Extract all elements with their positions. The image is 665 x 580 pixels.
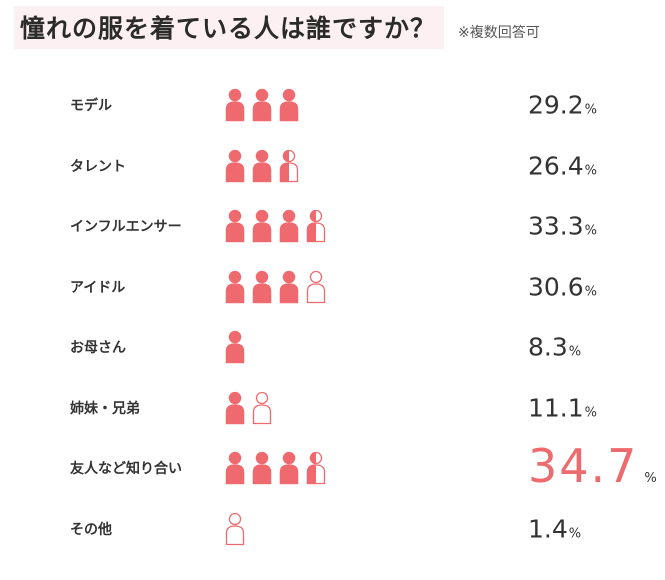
value-label: 8.3% <box>528 333 581 362</box>
icon-group <box>224 87 305 123</box>
person-icon <box>252 209 272 243</box>
person-icon <box>252 270 272 303</box>
icon-group <box>224 148 305 184</box>
value-unit: % <box>584 102 598 118</box>
person-icon <box>306 209 326 243</box>
category-label: インフルエンサー <box>70 219 182 235</box>
value-unit: % <box>584 163 598 178</box>
person-icon <box>225 88 245 122</box>
icon-group <box>224 208 332 244</box>
person-icon <box>306 451 326 485</box>
person-icon <box>225 330 245 364</box>
value-unit: % <box>644 471 657 487</box>
value-number: 1.4 <box>528 514 568 543</box>
chart-row: タレント 26.4% <box>0 146 665 186</box>
value-unit: % <box>584 284 598 299</box>
value-number: 8.3 <box>528 332 568 362</box>
person-icon <box>225 209 245 243</box>
person-icon <box>306 270 326 303</box>
value-number: 11.1 <box>528 393 584 422</box>
value-label: 29.2% <box>528 91 597 120</box>
category-label: 姉妹・兄弟 <box>70 400 140 417</box>
value-label: 33.3% <box>528 212 597 241</box>
value-unit: % <box>568 344 582 360</box>
person-icon <box>279 270 299 303</box>
value-unit: % <box>584 223 598 239</box>
person-icon <box>225 391 245 424</box>
value-number: 33.3 <box>528 211 584 241</box>
value-number: 29.2 <box>528 90 584 120</box>
person-icon <box>252 451 272 485</box>
chart-row: 姉妹・兄弟 11.1% <box>0 388 665 428</box>
value-number: 26.4 <box>528 151 584 180</box>
category-label: モデル <box>70 98 112 114</box>
chart-row: その他 1.4% <box>0 509 665 549</box>
person-icon <box>279 209 299 243</box>
category-label: 友人など知り合い <box>70 461 182 477</box>
chart-row: アイドル 30.6% <box>0 267 665 307</box>
value-label: 11.1% <box>528 393 597 422</box>
value-number: 30.6 <box>528 272 584 301</box>
person-icon <box>279 149 299 182</box>
chart-row: インフルエンサー 33.3% <box>0 206 665 246</box>
chart-note: ※複数回答可 <box>458 25 540 41</box>
person-icon <box>252 391 272 424</box>
category-label: タレント <box>70 158 126 175</box>
chart-row: 友人など知り合い 34.7% <box>0 439 665 493</box>
icon-group <box>224 511 251 547</box>
person-icon <box>279 88 299 122</box>
category-label: お母さん <box>70 340 126 356</box>
person-icon <box>225 512 245 545</box>
chart-title: 憧れの服を着ている人は誰ですか？ <box>14 6 445 49</box>
icon-group <box>224 450 332 486</box>
value-label: 34.7% <box>528 439 657 493</box>
person-icon <box>252 88 272 122</box>
title-block: 憧れの服を着ている人は誰ですか？ ※複数回答可 <box>14 6 540 49</box>
chart-row: お母さん 8.3% <box>0 327 665 367</box>
person-icon <box>252 149 272 182</box>
icon-group <box>224 269 332 305</box>
person-icon <box>225 149 245 182</box>
value-unit: % <box>584 405 598 420</box>
value-label: 1.4% <box>528 514 581 543</box>
category-label: その他 <box>70 521 112 538</box>
value-label: 30.6% <box>528 272 597 301</box>
value-unit: % <box>568 526 582 541</box>
icon-group <box>224 390 278 426</box>
value-label: 26.4% <box>528 151 597 180</box>
person-icon <box>225 270 245 303</box>
category-label: アイドル <box>70 279 126 296</box>
value-number: 34.7 <box>528 439 639 494</box>
icon-group <box>224 329 251 365</box>
person-icon <box>279 451 299 485</box>
person-icon <box>225 451 245 485</box>
chart-row: モデル 29.2% <box>0 85 665 125</box>
